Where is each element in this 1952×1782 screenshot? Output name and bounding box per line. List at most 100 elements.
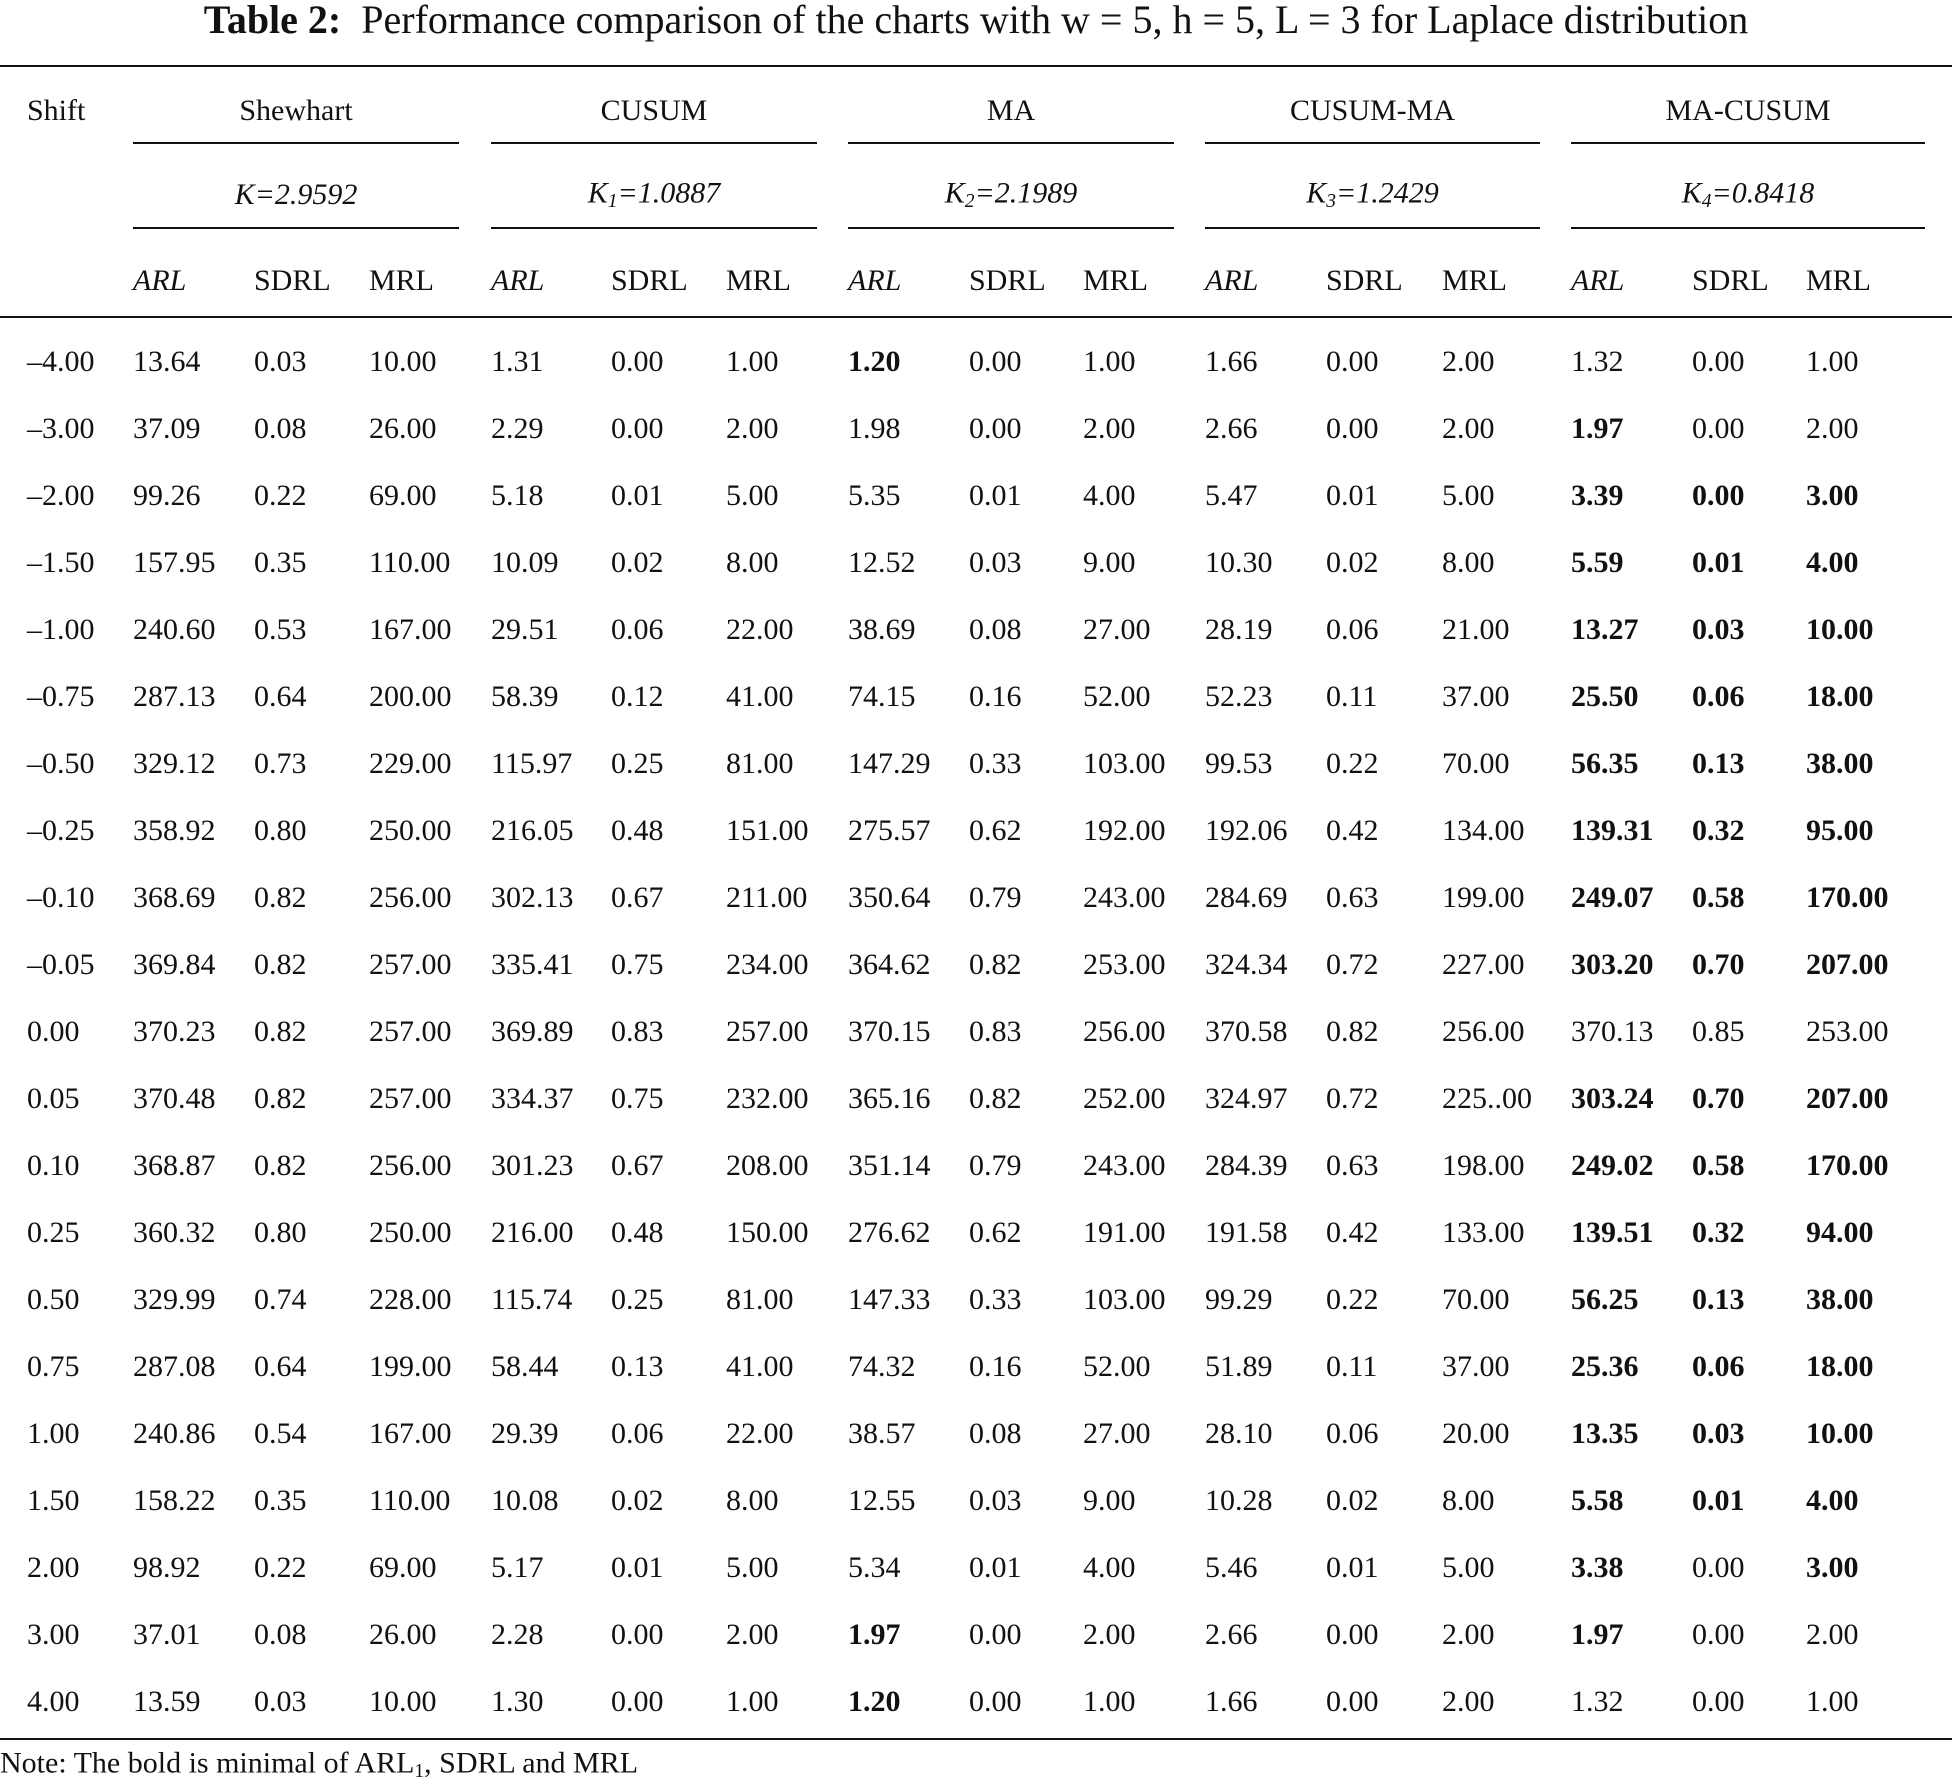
group-rule [1205,142,1540,144]
parameter-symbol: K [587,176,608,210]
table-cell: 0.12 [611,680,664,713]
table-cell: 2.28 [491,1618,544,1651]
table-caption: Table 2: Performance comparison of the c… [204,0,1748,40]
table-cell: 22.00 [726,613,794,646]
table-cell: 0.03 [969,546,1022,579]
table-cell: 10.00 [1806,613,1874,646]
table-cell: 4.00 [1083,479,1136,512]
table-cell: 0.67 [611,881,664,914]
table-cell: 0.63 [1326,881,1379,914]
table-cell: 27.00 [1083,613,1151,646]
table-cell: 370.15 [848,1015,931,1048]
table-cell: 0.00 [1326,1685,1379,1718]
table-cell: 207.00 [1806,1082,1889,1115]
parameter-symbol: K [1306,176,1327,210]
table-cell: 0.00 [1326,412,1379,445]
row-header: –0.25 [27,814,95,847]
parameter-subscript: 1 [607,191,618,213]
table-cell: 12.52 [848,546,916,579]
table-cell: 37.00 [1442,1350,1510,1383]
table-cell: 216.00 [491,1216,574,1249]
row-header: –0.50 [27,747,95,780]
table-cell: 257.00 [726,1015,809,1048]
bottom-rule [0,1738,1952,1740]
table-cell: 257.00 [369,1082,452,1115]
group-rule [848,227,1174,229]
table-cell: 191.00 [1083,1216,1166,1249]
table-cell: 26.00 [369,1618,437,1651]
table-cell: 0.58 [1692,881,1745,914]
table-cell: 0.02 [1326,546,1379,579]
table-cell: 0.70 [1692,1082,1745,1115]
table-cell: 115.97 [491,747,573,780]
table-cell: 1.66 [1205,1685,1258,1718]
table-cell: 9.00 [1083,546,1136,579]
table-cell: 0.00 [1326,345,1379,378]
table-cell: 41.00 [726,680,794,713]
table-cell: 2.00 [1806,1618,1859,1651]
table-cell: 335.41 [491,948,574,981]
table-cell: 4.00 [1806,546,1859,579]
group-parameter: K4=0.8418 [1682,178,1815,212]
parameter-subscript: 3 [1326,191,1337,213]
table-cell: 370.58 [1205,1015,1288,1048]
table-cell: 257.00 [369,1015,452,1048]
group-rule [848,142,1174,144]
group-rule [133,227,459,229]
table-cell: 0.06 [611,613,664,646]
table-cell: 0.13 [1692,1283,1745,1316]
table-cell: 5.59 [1571,546,1624,579]
table-cell: 5.00 [726,1551,779,1584]
table-cell: 2.00 [1442,412,1495,445]
table-cell: 1.66 [1205,345,1258,378]
row-header: 0.25 [27,1216,80,1249]
table-cell: 0.06 [1326,613,1379,646]
column-header: ARL [848,264,902,297]
table-cell: 21.00 [1442,613,1510,646]
table-cell: 95.00 [1806,814,1874,847]
table-cell: 0.00 [1692,1618,1745,1651]
table-cell: 29.39 [491,1417,559,1450]
table-cell: 228.00 [369,1283,452,1316]
table-cell: 249.02 [1571,1149,1654,1182]
table-cell: 52.00 [1083,680,1151,713]
table-cell: 10.28 [1205,1484,1273,1517]
table-cell: 0.22 [254,479,307,512]
table-cell: 0.06 [1692,1350,1745,1383]
table-cell: 302.13 [491,881,574,914]
table-cell: 157.95 [133,546,216,579]
table-cell: 38.00 [1806,1283,1874,1316]
row-header: –0.05 [27,948,95,981]
table-cell: 0.00 [969,412,1022,445]
row-header: 0.05 [27,1082,80,1115]
table-cell: 0.00 [611,1618,664,1651]
table-cell: 1.00 [1083,345,1136,378]
table-cell: 0.03 [1692,1417,1745,1450]
row-header: 0.00 [27,1015,80,1048]
table-cell: 0.03 [254,1685,307,1718]
table-cell: 99.53 [1205,747,1273,780]
table-cell: 2.66 [1205,1618,1258,1651]
table-cell: 250.00 [369,814,452,847]
table-cell: 28.10 [1205,1417,1273,1450]
table-cell: 5.18 [491,479,544,512]
table-cell: 0.32 [1692,814,1745,847]
table-cell: 0.06 [611,1417,664,1450]
table-cell: 13.27 [1571,613,1639,646]
table-cell: 147.33 [848,1283,931,1316]
table-cell: 0.64 [254,1350,307,1383]
table-cell: 0.48 [611,1216,664,1249]
table-cell: 51.89 [1205,1350,1273,1383]
table-cell: 0.79 [969,1149,1022,1182]
table-cell: 0.01 [969,1551,1022,1584]
table-cell: 22.00 [726,1417,794,1450]
table-cell: 0.00 [1692,1685,1745,1718]
row-header: –3.00 [27,412,95,445]
table-cell: 0.58 [1692,1149,1745,1182]
table-cell: 0.82 [254,948,307,981]
table-cell: 134.00 [1442,814,1525,847]
table-cell: 370.13 [1571,1015,1654,1048]
table-cell: 324.97 [1205,1082,1288,1115]
table-cell: 139.51 [1571,1216,1654,1249]
